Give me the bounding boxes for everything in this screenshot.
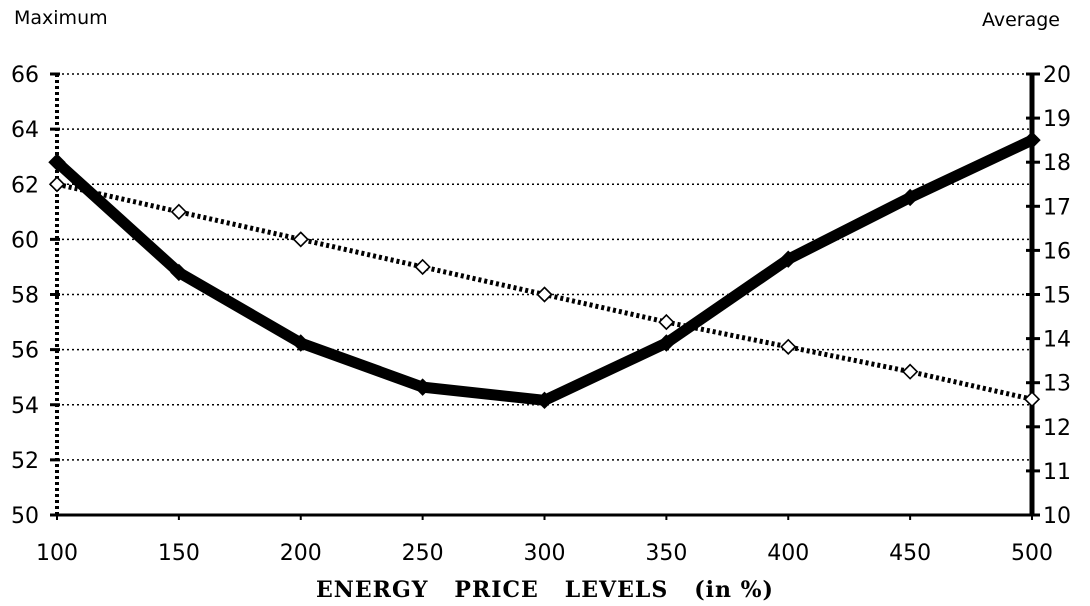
y-right-tick-label: 14 (1043, 328, 1071, 353)
point-average (1023, 131, 1041, 149)
point-maximum (1023, 391, 1041, 408)
point-average (779, 250, 797, 268)
x-tick-label: 400 (767, 541, 809, 566)
point-average (901, 188, 919, 207)
x-tick-label: 300 (524, 541, 566, 566)
x-tick-label: 250 (402, 541, 444, 566)
x-tick-label: 350 (645, 541, 687, 566)
left-axis-label: Maximum (14, 7, 108, 29)
point-maximum (780, 338, 797, 356)
y-left-tick-label: 62 (11, 173, 39, 198)
point-average (413, 378, 432, 396)
right-axis-label: Average (982, 9, 1060, 31)
point-maximum (48, 176, 66, 193)
y-left-tick-label: 54 (11, 394, 39, 419)
tick-labels: 50 52 54 56 58 60 62 64 66 10 11 12 13 14 15 16 17 18 19 20… (11, 63, 1071, 566)
y-right-tick-label: 17 (1043, 195, 1071, 220)
x-tick-label: 200 (280, 541, 322, 566)
point-maximum (901, 363, 919, 380)
x-tick-label: 500 (1011, 541, 1053, 566)
x-tick-label: 100 (36, 541, 78, 566)
y-left-tick-label: 50 (11, 504, 39, 529)
x-tick-label: 450 (889, 541, 931, 566)
y-right-tick-label: 16 (1043, 239, 1071, 264)
x-tick-label: 150 (158, 541, 200, 566)
y-right-tick-label: 13 (1043, 372, 1071, 397)
series-line-average (51, 134, 1038, 406)
point-average (48, 153, 66, 171)
y-left-tick-label: 64 (11, 118, 39, 143)
y-right-tick-label: 10 (1043, 504, 1071, 529)
y-right-tick-label: 12 (1043, 416, 1071, 441)
y-right-tick-label: 20 (1043, 63, 1071, 88)
point-maximum (292, 231, 309, 248)
point-maximum (658, 313, 675, 331)
point-maximum (170, 203, 188, 220)
point-average (292, 334, 310, 352)
y-left-tick-label: 52 (11, 449, 39, 474)
x-axis-title: ENERGY PRICE LEVELS (in %) (316, 577, 774, 603)
y-right-tick-label: 19 (1043, 107, 1071, 132)
y-left-tick-label: 66 (11, 63, 39, 88)
y-left-tick-label: 58 (11, 284, 39, 309)
y-right-tick-label: 15 (1043, 284, 1071, 309)
point-average (657, 334, 676, 352)
point-average (170, 263, 188, 282)
point-average (535, 391, 554, 410)
y-left-tick-label: 60 (11, 228, 39, 253)
point-maximum (414, 258, 431, 276)
y-right-tick-label: 18 (1043, 151, 1071, 176)
point-maximum (536, 286, 553, 303)
y-left-tick-label: 56 (11, 339, 39, 364)
series-layer (48, 131, 1041, 410)
y-right-tick-label: 11 (1043, 460, 1071, 485)
